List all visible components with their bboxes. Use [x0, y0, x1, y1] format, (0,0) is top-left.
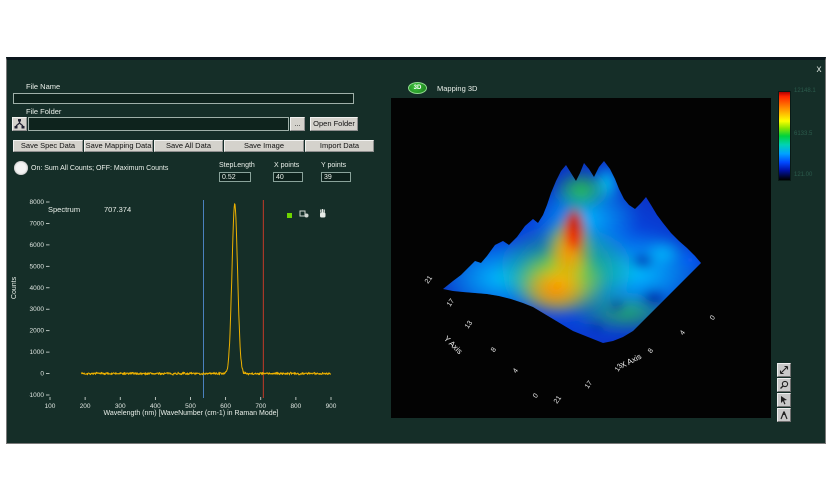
step-length-input[interactable] — [219, 172, 251, 182]
svg-text:6000: 6000 — [30, 242, 45, 249]
save-spec-data-button[interactable]: Save Spec Data — [13, 140, 83, 152]
zoom-tool-icon[interactable] — [299, 206, 310, 224]
save-all-data-button[interactable]: Save All Data — [154, 140, 223, 152]
svg-text:-1000: -1000 — [29, 392, 44, 399]
x-points-label: X points — [274, 162, 300, 169]
cursor-arrow-icon — [778, 394, 790, 406]
cursor-readout: 707.374 — [104, 205, 132, 214]
window-close-button[interactable]: x — [816, 64, 822, 75]
mapping-3d-plot[interactable]: Y Axis X Axis 0 4 8 13 17 21 0 4 8 13 17 21 — [391, 98, 771, 418]
step-length-label: StepLength — [219, 162, 255, 169]
svg-text:400: 400 — [150, 403, 161, 410]
colorbar-mid-label: 6133.5 — [794, 131, 813, 137]
folder-tree-button[interactable] — [12, 117, 27, 131]
folder-path-input[interactable] — [28, 117, 289, 131]
legend-marker-icon[interactable] — [287, 212, 292, 218]
svg-text:300: 300 — [115, 403, 126, 410]
svg-text:2000: 2000 — [30, 328, 45, 335]
magnifier-icon — [778, 379, 790, 391]
svg-text:4000: 4000 — [30, 285, 45, 292]
svg-text:3000: 3000 — [30, 306, 45, 313]
zoom-3d-tool-button[interactable] — [777, 378, 791, 392]
svg-text:800: 800 — [290, 403, 301, 410]
folder-tree-icon — [14, 119, 25, 131]
svg-text:8000: 8000 — [30, 199, 45, 206]
svg-text:200: 200 — [80, 403, 91, 410]
y-axis-title: Counts — [11, 276, 18, 300]
svg-text:1000: 1000 — [30, 349, 45, 356]
rotate-axes-icon — [778, 409, 790, 421]
y-points-input[interactable] — [321, 172, 351, 182]
sum-counts-toggle-label: On: Sum All Counts; OFF: Maximum Counts — [31, 165, 169, 172]
x-axis-title: Wavelength (nm) [WaveNumber (cm-1) in Ra… — [103, 410, 279, 417]
mapping-3d-title: Mapping 3D — [437, 84, 478, 93]
mapping-3d-badge: 3D — [408, 82, 427, 94]
svg-text:7000: 7000 — [30, 220, 45, 227]
cursor-3d-tool-button[interactable] — [777, 393, 791, 407]
file-folder-label: File Folder — [26, 107, 62, 116]
resize-arrows-icon — [778, 364, 790, 376]
spectrum-title: Spectrum — [48, 205, 81, 214]
rotate-3d-tool-button[interactable] — [777, 408, 791, 422]
spectrum-plot[interactable]: -1000 0 1000 2000 3000 4000 5000 6000 7000 8000 10… — [29, 193, 349, 423]
svg-text:500: 500 — [185, 403, 196, 410]
open-folder-button[interactable]: Open Folder — [310, 117, 358, 131]
file-name-input[interactable] — [13, 93, 354, 104]
colorbar-max-label: 12148.1 — [794, 88, 816, 94]
y-points-label: Y points — [321, 162, 347, 169]
app-window: x File Name File Folder ... Open Folder … — [6, 57, 826, 444]
svg-text:900: 900 — [326, 403, 337, 410]
save-image-button[interactable]: Save Image — [224, 140, 304, 152]
sum-counts-toggle[interactable] — [14, 161, 28, 175]
graph-palette — [287, 206, 328, 224]
surface-plot-artwork — [443, 161, 701, 343]
pan-hand-icon[interactable] — [317, 206, 328, 224]
svg-text:0: 0 — [40, 371, 44, 378]
file-name-label: File Name — [26, 82, 61, 91]
save-toolbar: Save Spec Data Save Mapping Data Save Al… — [13, 140, 374, 152]
svg-text:100: 100 — [45, 403, 56, 410]
x-points-input[interactable] — [273, 172, 303, 182]
save-mapping-data-button[interactable]: Save Mapping Data — [84, 140, 153, 152]
colorbar — [778, 91, 791, 181]
colorbar-min-label: 121.00 — [794, 172, 813, 178]
projection-tool-button[interactable] — [777, 363, 791, 377]
svg-text:700: 700 — [255, 403, 266, 410]
svg-text:5000: 5000 — [30, 263, 45, 270]
svg-text:600: 600 — [220, 403, 231, 410]
import-data-button[interactable]: Import Data — [305, 140, 374, 152]
browse-folder-button[interactable]: ... — [290, 117, 305, 131]
